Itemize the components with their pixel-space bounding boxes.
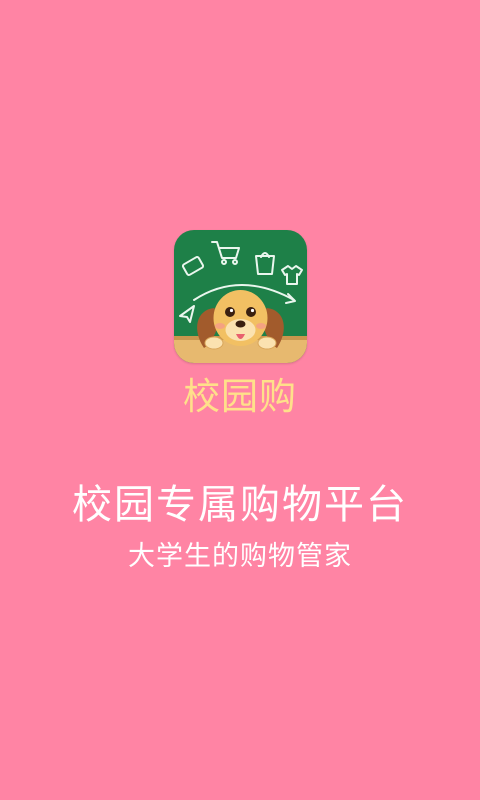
app-name: 校园购 xyxy=(183,375,297,418)
slogan: 校园专属购物平台 xyxy=(72,482,408,528)
sub-slogan: 大学生的购物管家 xyxy=(128,541,352,572)
app-logo-icon xyxy=(174,230,307,363)
